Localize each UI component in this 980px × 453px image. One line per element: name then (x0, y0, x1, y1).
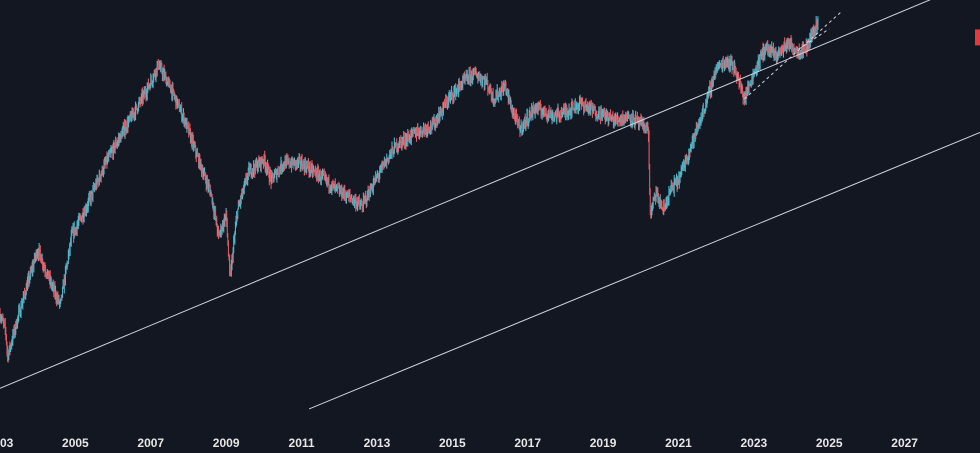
candles-group (0, 16, 819, 363)
x-tick-label-2005: 2005 (62, 436, 89, 450)
x-tick-label-2011: 2011 (289, 436, 315, 450)
x-tick-label-2003: 2003 (0, 436, 14, 450)
price-marker-0 (975, 29, 980, 46)
channel-line-1[interactable] (308, 131, 980, 410)
x-tick-label-2009: 2009 (213, 436, 240, 450)
x-tick-label-2015: 2015 (439, 436, 466, 450)
x-tick-label-2017: 2017 (514, 436, 541, 450)
x-tick-label-2023: 2023 (740, 436, 767, 450)
annotations-group (975, 29, 980, 46)
x-tick-label-2007: 2007 (137, 436, 164, 450)
channel-line-0[interactable] (0, 0, 980, 389)
trendlines-group (0, 0, 980, 410)
x-tick-label-2019: 2019 (590, 436, 617, 450)
x-tick-label-2025: 2025 (816, 436, 843, 450)
x-tick-label-2013: 2013 (364, 436, 391, 450)
x-tick-label-2027: 2027 (891, 436, 918, 450)
x-tick-label-2021: 2021 (665, 436, 692, 450)
wedge-line-3[interactable] (798, 28, 830, 50)
x-axis: 2003 2005 2007 2009 2011 2013 2015 2017 2019 2021… (0, 436, 918, 450)
wedge-line-2[interactable] (744, 10, 843, 100)
